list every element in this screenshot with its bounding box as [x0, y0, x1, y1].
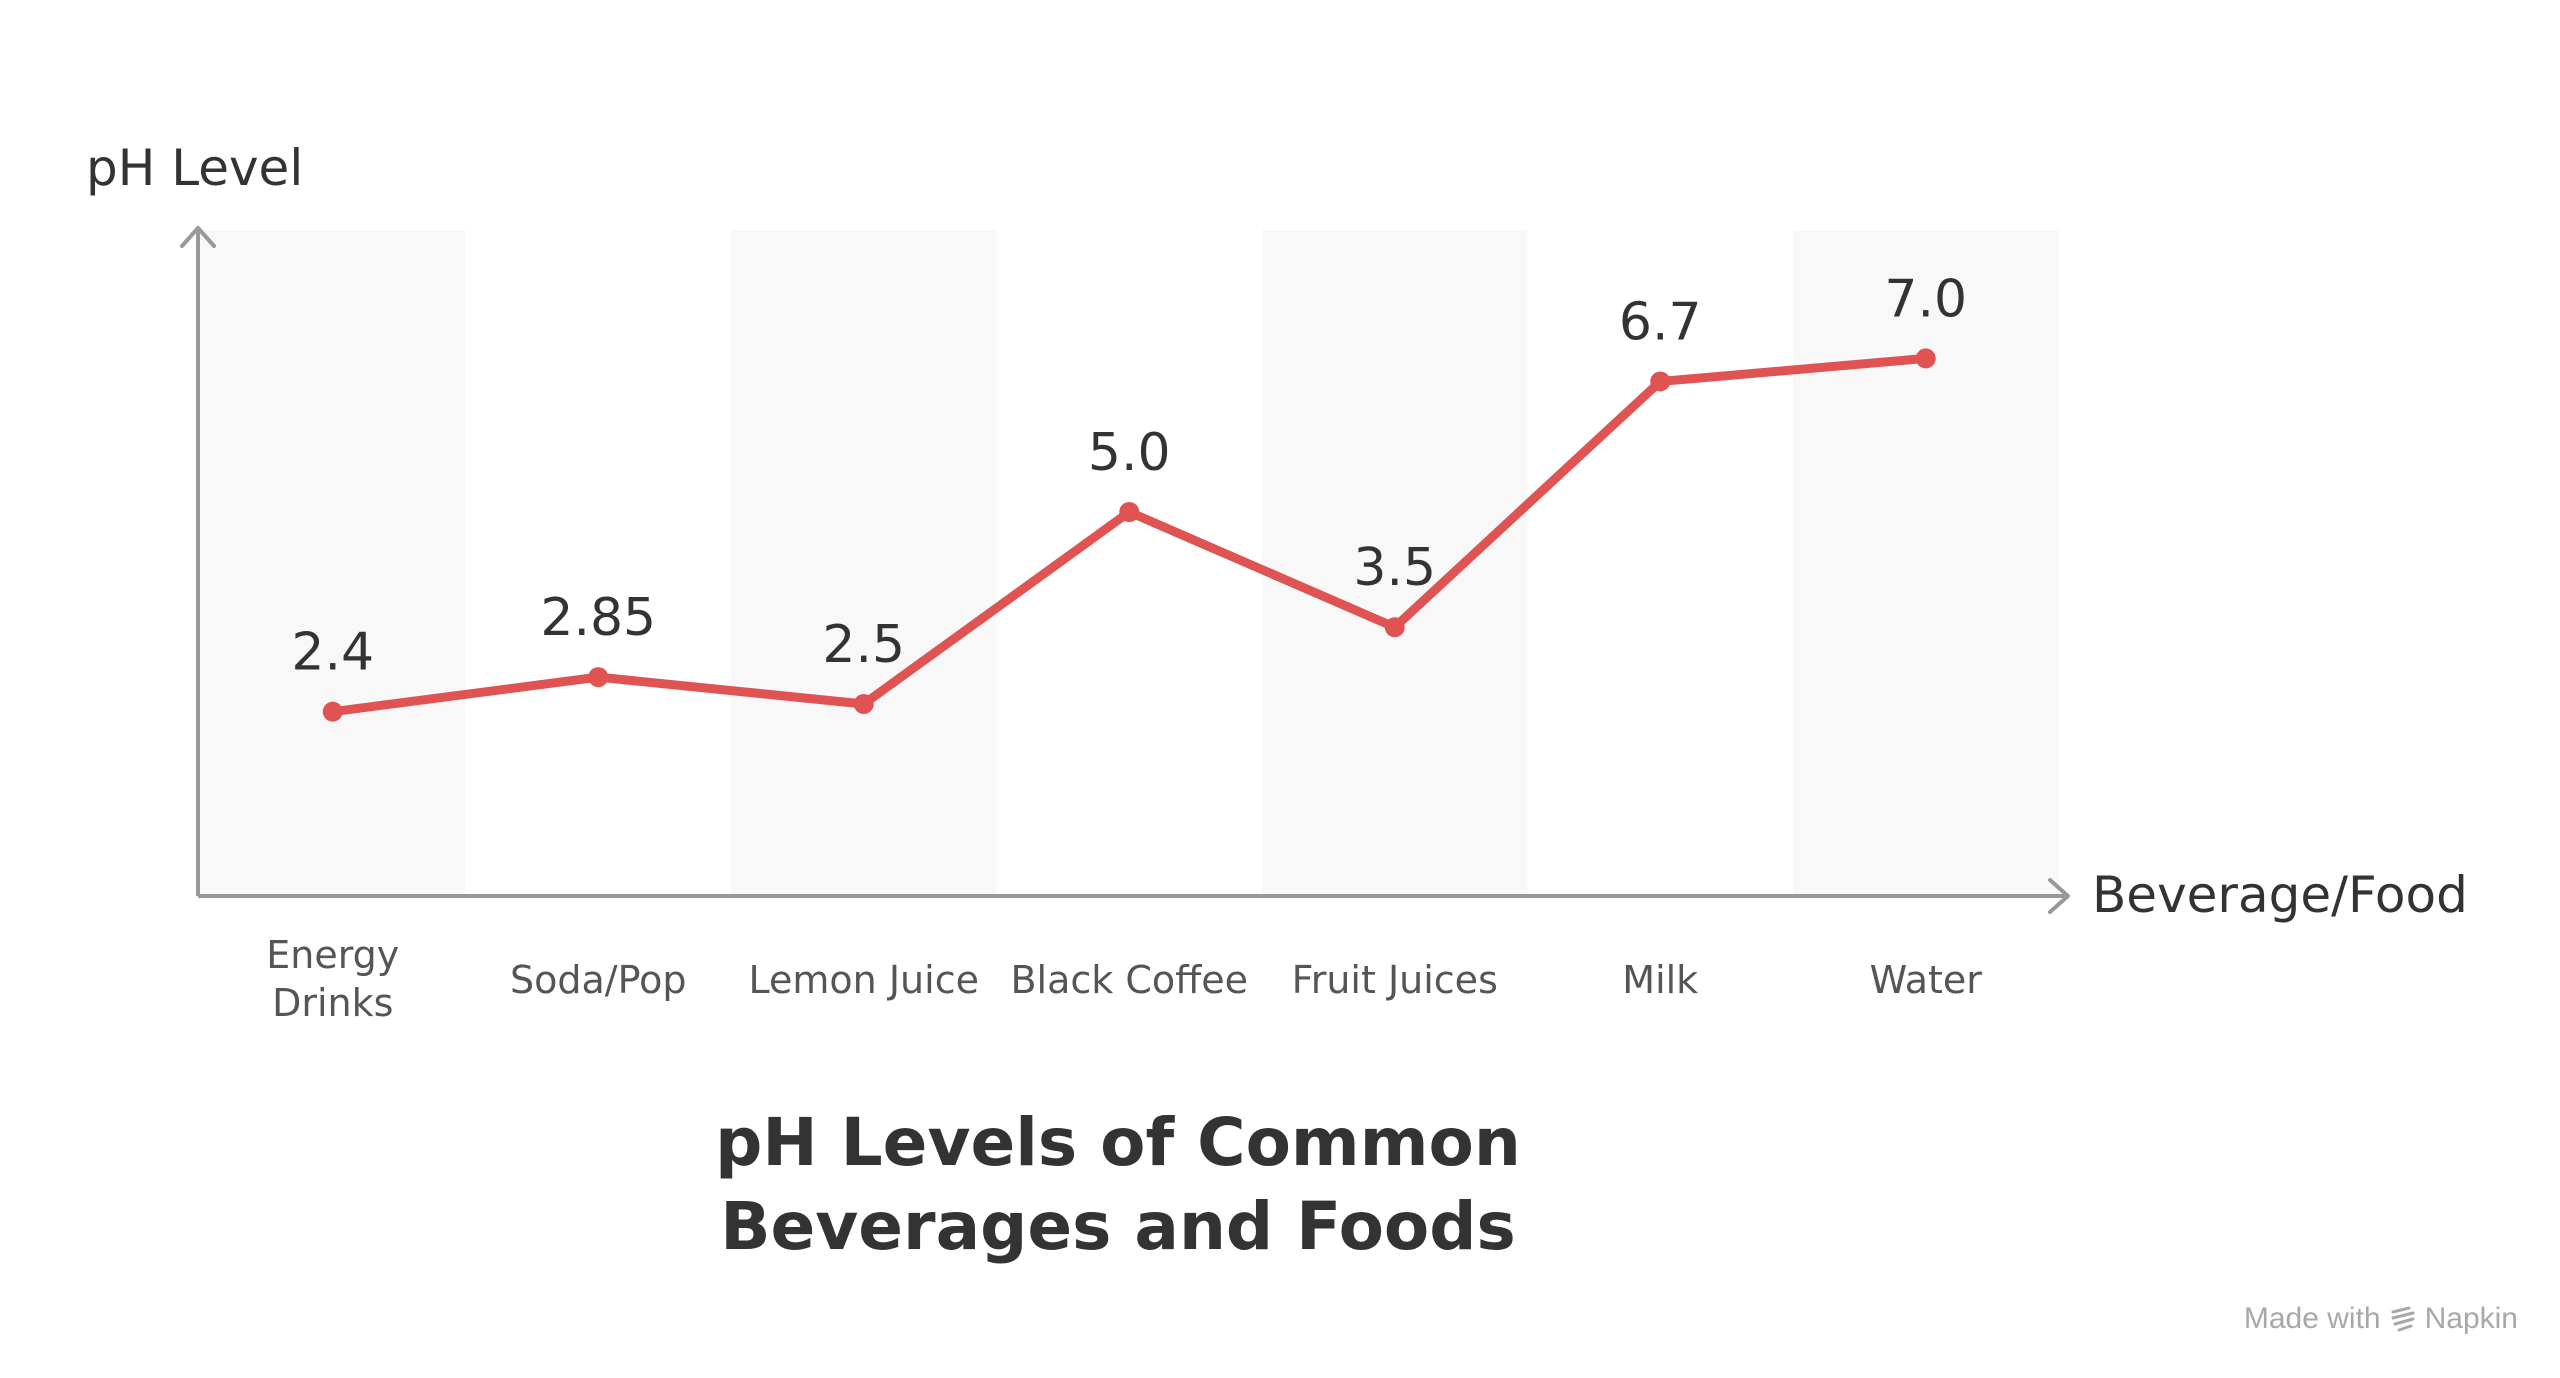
data-label: 2.4 — [291, 623, 374, 683]
x-tick-label: Black Coffee — [1010, 958, 1248, 1002]
data-point — [1384, 617, 1405, 638]
x-axis-title: Beverage/Food — [2092, 866, 2468, 924]
data-label: 5.0 — [1088, 423, 1171, 483]
data-point — [1650, 371, 1671, 392]
x-tick-label: Fruit Juices — [1292, 958, 1498, 1002]
chart-title: pH Levels of Common Beverages and Foods — [715, 1104, 1521, 1265]
watermark: Made with Napkin — [2244, 1302, 2518, 1336]
data-point — [588, 667, 609, 688]
data-point — [322, 701, 343, 722]
watermark-brand-label: Napkin — [2424, 1302, 2518, 1335]
column-band — [1793, 230, 2059, 896]
x-tick-label: Water — [1870, 958, 1983, 1002]
data-label: 6.7 — [1619, 292, 1702, 352]
x-tick-label: Soda/Pop — [510, 958, 687, 1002]
series-ph-level — [322, 348, 1936, 722]
data-point — [853, 694, 874, 714]
column-band — [200, 230, 466, 896]
x-axis-arrow-icon — [2048, 878, 2070, 914]
data-label: 2.85 — [540, 588, 656, 648]
napkin-logo-icon — [2391, 1306, 2415, 1332]
y-axis-title: pH Level — [86, 139, 303, 197]
series-line — [328, 353, 1931, 717]
x-tick-label: Milk — [1622, 958, 1698, 1002]
x-tick-labels: Energy Drinks Soda/Pop Lemon Juice Black Cof… — [266, 933, 1982, 1025]
column-band — [1262, 230, 1528, 896]
data-labels: 2.4 2.85 2.5 5.0 3.5 6.7 7.0 — [291, 269, 1967, 682]
x-tick-label: Energy Drinks — [266, 933, 399, 1025]
data-label: 3.5 — [1353, 538, 1436, 598]
watermark-brand: Napkin — [2389, 1302, 2518, 1336]
data-point — [1119, 502, 1140, 522]
data-point — [1915, 348, 1936, 369]
column-band — [731, 230, 997, 896]
y-axis-arrow-icon — [180, 226, 216, 248]
data-label: 7.0 — [1884, 269, 1967, 329]
column-bands — [200, 230, 2059, 896]
watermark-prefix: Made with — [2243, 1302, 2381, 1335]
axes: pH Level Beverage/Food — [86, 139, 2468, 924]
data-label: 2.5 — [822, 615, 905, 675]
x-tick-label: Lemon Juice — [749, 958, 979, 1002]
